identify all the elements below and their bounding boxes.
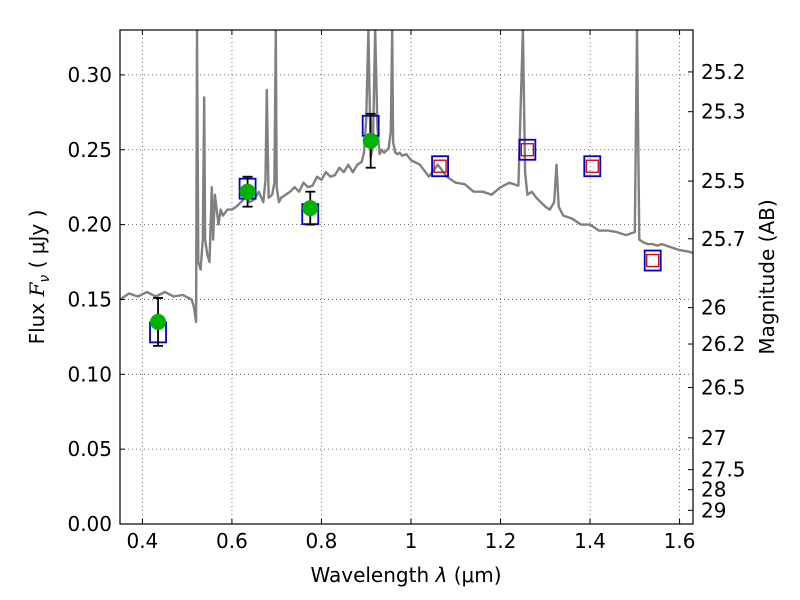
y-tick-label: 0.30	[67, 63, 112, 87]
x-tick-label: 1.2	[485, 529, 517, 553]
x-tick-label: 1	[405, 529, 418, 553]
model-photometry-square	[583, 155, 602, 178]
y-tick-label: 0.05	[67, 437, 112, 461]
model-photometry-square	[518, 138, 537, 161]
mag-tick-label: 25.5	[701, 169, 746, 193]
y-tick-label: 0.00	[67, 512, 112, 536]
y-axis-label: Flux Fν ( μJy )	[25, 210, 53, 345]
mag-tick-label: 25.2	[701, 60, 746, 84]
observed-point	[302, 200, 319, 217]
x-tick-label: 0.8	[306, 529, 338, 553]
grid	[120, 30, 693, 525]
upper-limit-square	[433, 159, 447, 173]
x-tick-label: 1.4	[574, 529, 606, 553]
model-photometry-square	[431, 155, 449, 178]
y-tick-label: 0.10	[67, 362, 112, 386]
y-axis-right-label: Magnitude (AB)	[755, 199, 779, 354]
x-tick-label: 0.4	[126, 529, 158, 553]
mag-tick-label: 25.7	[701, 227, 746, 251]
spectrum-line	[120, 30, 693, 324]
mag-tick-label: 27	[701, 426, 726, 450]
photometry-markers	[149, 112, 662, 347]
mag-tick-label: 28	[701, 478, 726, 502]
mag-tick-label: 26.2	[701, 332, 746, 356]
observed-point	[362, 132, 379, 149]
mag-tick-label: 27.5	[701, 458, 746, 482]
model-spectrum-series	[120, 30, 693, 324]
x-axis-label: Wavelength λ (μm)	[310, 563, 501, 587]
plot-frame	[119, 29, 694, 525]
x-tick-label: 0.6	[216, 529, 248, 553]
mag-tick-label: 26	[701, 296, 726, 320]
upper-limit-square	[585, 159, 599, 173]
axis-ticks: 0.4 0.6 0.8 1 1.2 1.4 1.6 0.00 0.05 0.10 0.15 0.20 0…	[67, 30, 746, 553]
y-tick-label: 0.25	[67, 138, 112, 162]
observed-point	[239, 183, 256, 200]
y-tick-label: 0.15	[67, 287, 112, 311]
mag-tick-label: 25.3	[701, 100, 746, 124]
x-tick-label: 1.6	[664, 529, 696, 553]
y-tick-label: 0.20	[67, 213, 112, 237]
mag-tick-label: 29	[701, 498, 726, 522]
mag-tick-label: 26.5	[701, 375, 746, 399]
model-photometry-square	[643, 249, 662, 272]
upper-limit-square	[520, 143, 535, 157]
observed-point	[150, 313, 167, 330]
upper-limit-square	[646, 253, 660, 268]
